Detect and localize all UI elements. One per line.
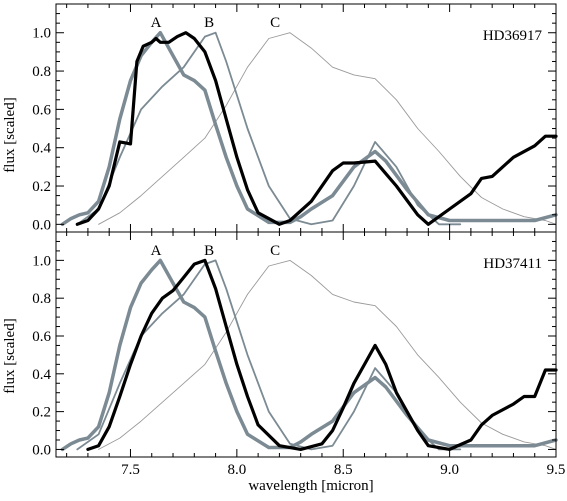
y-tick-label-top: 0.0 bbox=[32, 217, 51, 233]
series-line-top-4 bbox=[75, 31, 558, 226]
series-line-top-1 bbox=[98, 32, 557, 225]
y-tick-label-bottom: 0.2 bbox=[32, 405, 51, 421]
peak-label-c-top: C bbox=[270, 15, 280, 31]
series-line-bottom-4 bbox=[86, 258, 558, 451]
series-line-bottom-2 bbox=[76, 259, 462, 451]
x-tick-label: 8.5 bbox=[334, 462, 353, 478]
series-line-bottom-1 bbox=[98, 259, 557, 450]
series-line-top-3 bbox=[60, 30, 558, 227]
peak-label-c-bottom: C bbox=[270, 243, 280, 259]
y-tick-label-bottom: 0.4 bbox=[32, 367, 51, 383]
plot-frame-bottom bbox=[55, 231, 557, 458]
y-tick-label-top: 0.6 bbox=[32, 102, 51, 118]
peak-label-b-bottom: B bbox=[204, 243, 214, 259]
y-axis-label-bottom: flux [scaled] bbox=[2, 318, 18, 393]
y-tick-label-top: 0.2 bbox=[32, 179, 51, 195]
peak-label-a-top: A bbox=[151, 15, 162, 31]
series-line-top-2 bbox=[76, 31, 462, 226]
y-axis-label-top: flux [scaled] bbox=[2, 97, 18, 172]
peak-label-b-top: B bbox=[204, 15, 214, 31]
star-name-bottom: HD37411 bbox=[483, 256, 542, 272]
x-tick-label: 9.5 bbox=[547, 462, 566, 478]
x-tick-label: 7.5 bbox=[121, 462, 140, 478]
x-tick-label: 9.0 bbox=[440, 462, 459, 478]
x-tick-label: 8.0 bbox=[227, 462, 246, 478]
series-line-bottom-3 bbox=[60, 258, 558, 452]
y-tick-label-bottom: 0.0 bbox=[32, 442, 51, 458]
y-tick-label-top: 0.8 bbox=[32, 64, 51, 80]
y-tick-label-bottom: 1.0 bbox=[32, 253, 51, 269]
y-tick-label-bottom: 0.6 bbox=[32, 329, 51, 345]
x-axis-label: wavelength [micron] bbox=[248, 478, 373, 494]
peak-label-a-bottom: A bbox=[151, 243, 162, 259]
y-tick-label-bottom: 0.8 bbox=[32, 291, 51, 307]
star-name-top: HD36917 bbox=[483, 28, 543, 44]
y-tick-label-top: 0.4 bbox=[32, 141, 51, 157]
y-tick-label-top: 1.0 bbox=[32, 26, 51, 42]
